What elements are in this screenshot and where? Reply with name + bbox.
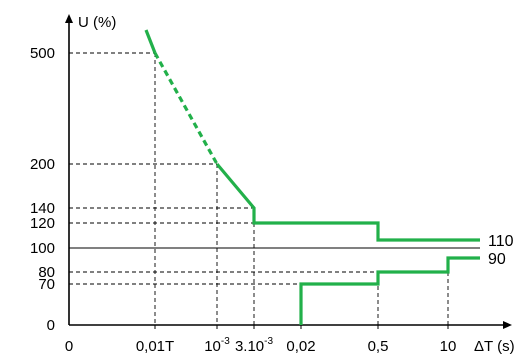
x-tick-label-0.5: 0,5 — [368, 338, 389, 355]
y-axis-label: U (%) — [78, 14, 116, 31]
series-line-0-dashed — [153, 52, 219, 165]
y-tick-label-500: 500 — [30, 45, 55, 62]
dashed-guide-lines — [69, 52, 449, 325]
x-tick-label-10: 10 — [440, 338, 457, 355]
series-line-1 — [299, 256, 480, 325]
x-axis-label: ΔT (s) — [474, 338, 515, 355]
series-end-label-110: 110 — [488, 233, 514, 250]
y-axis-arrow — [65, 14, 73, 23]
x-tick-label-0.01T: 0,01T — [136, 338, 174, 355]
y-tick-label-200: 200 — [30, 156, 55, 173]
x-axis-arrow — [503, 321, 512, 329]
series-line-0-a — [144, 29, 157, 54]
x-tick-label-3e-3: 3.10-3 — [235, 336, 274, 355]
y-tick-label-70: 70 — [38, 276, 55, 293]
series-end-label-90: 90 — [488, 251, 506, 268]
y-tick-label-120: 120 — [30, 215, 55, 232]
x-tick-label-1e-3: 10-3 — [204, 336, 230, 355]
y-tick-label-0: 0 — [47, 317, 55, 334]
y-tick-label-80: 80 — [38, 264, 55, 281]
y-tick-label-140: 140 — [30, 200, 55, 217]
x-tick-label-0.02: 0,02 — [286, 338, 315, 355]
axes — [65, 14, 512, 329]
x-tick-label-0: 0 — [65, 338, 73, 355]
y-tick-label-100: 100 — [30, 240, 55, 257]
series-line-0-b — [215, 162, 480, 242]
